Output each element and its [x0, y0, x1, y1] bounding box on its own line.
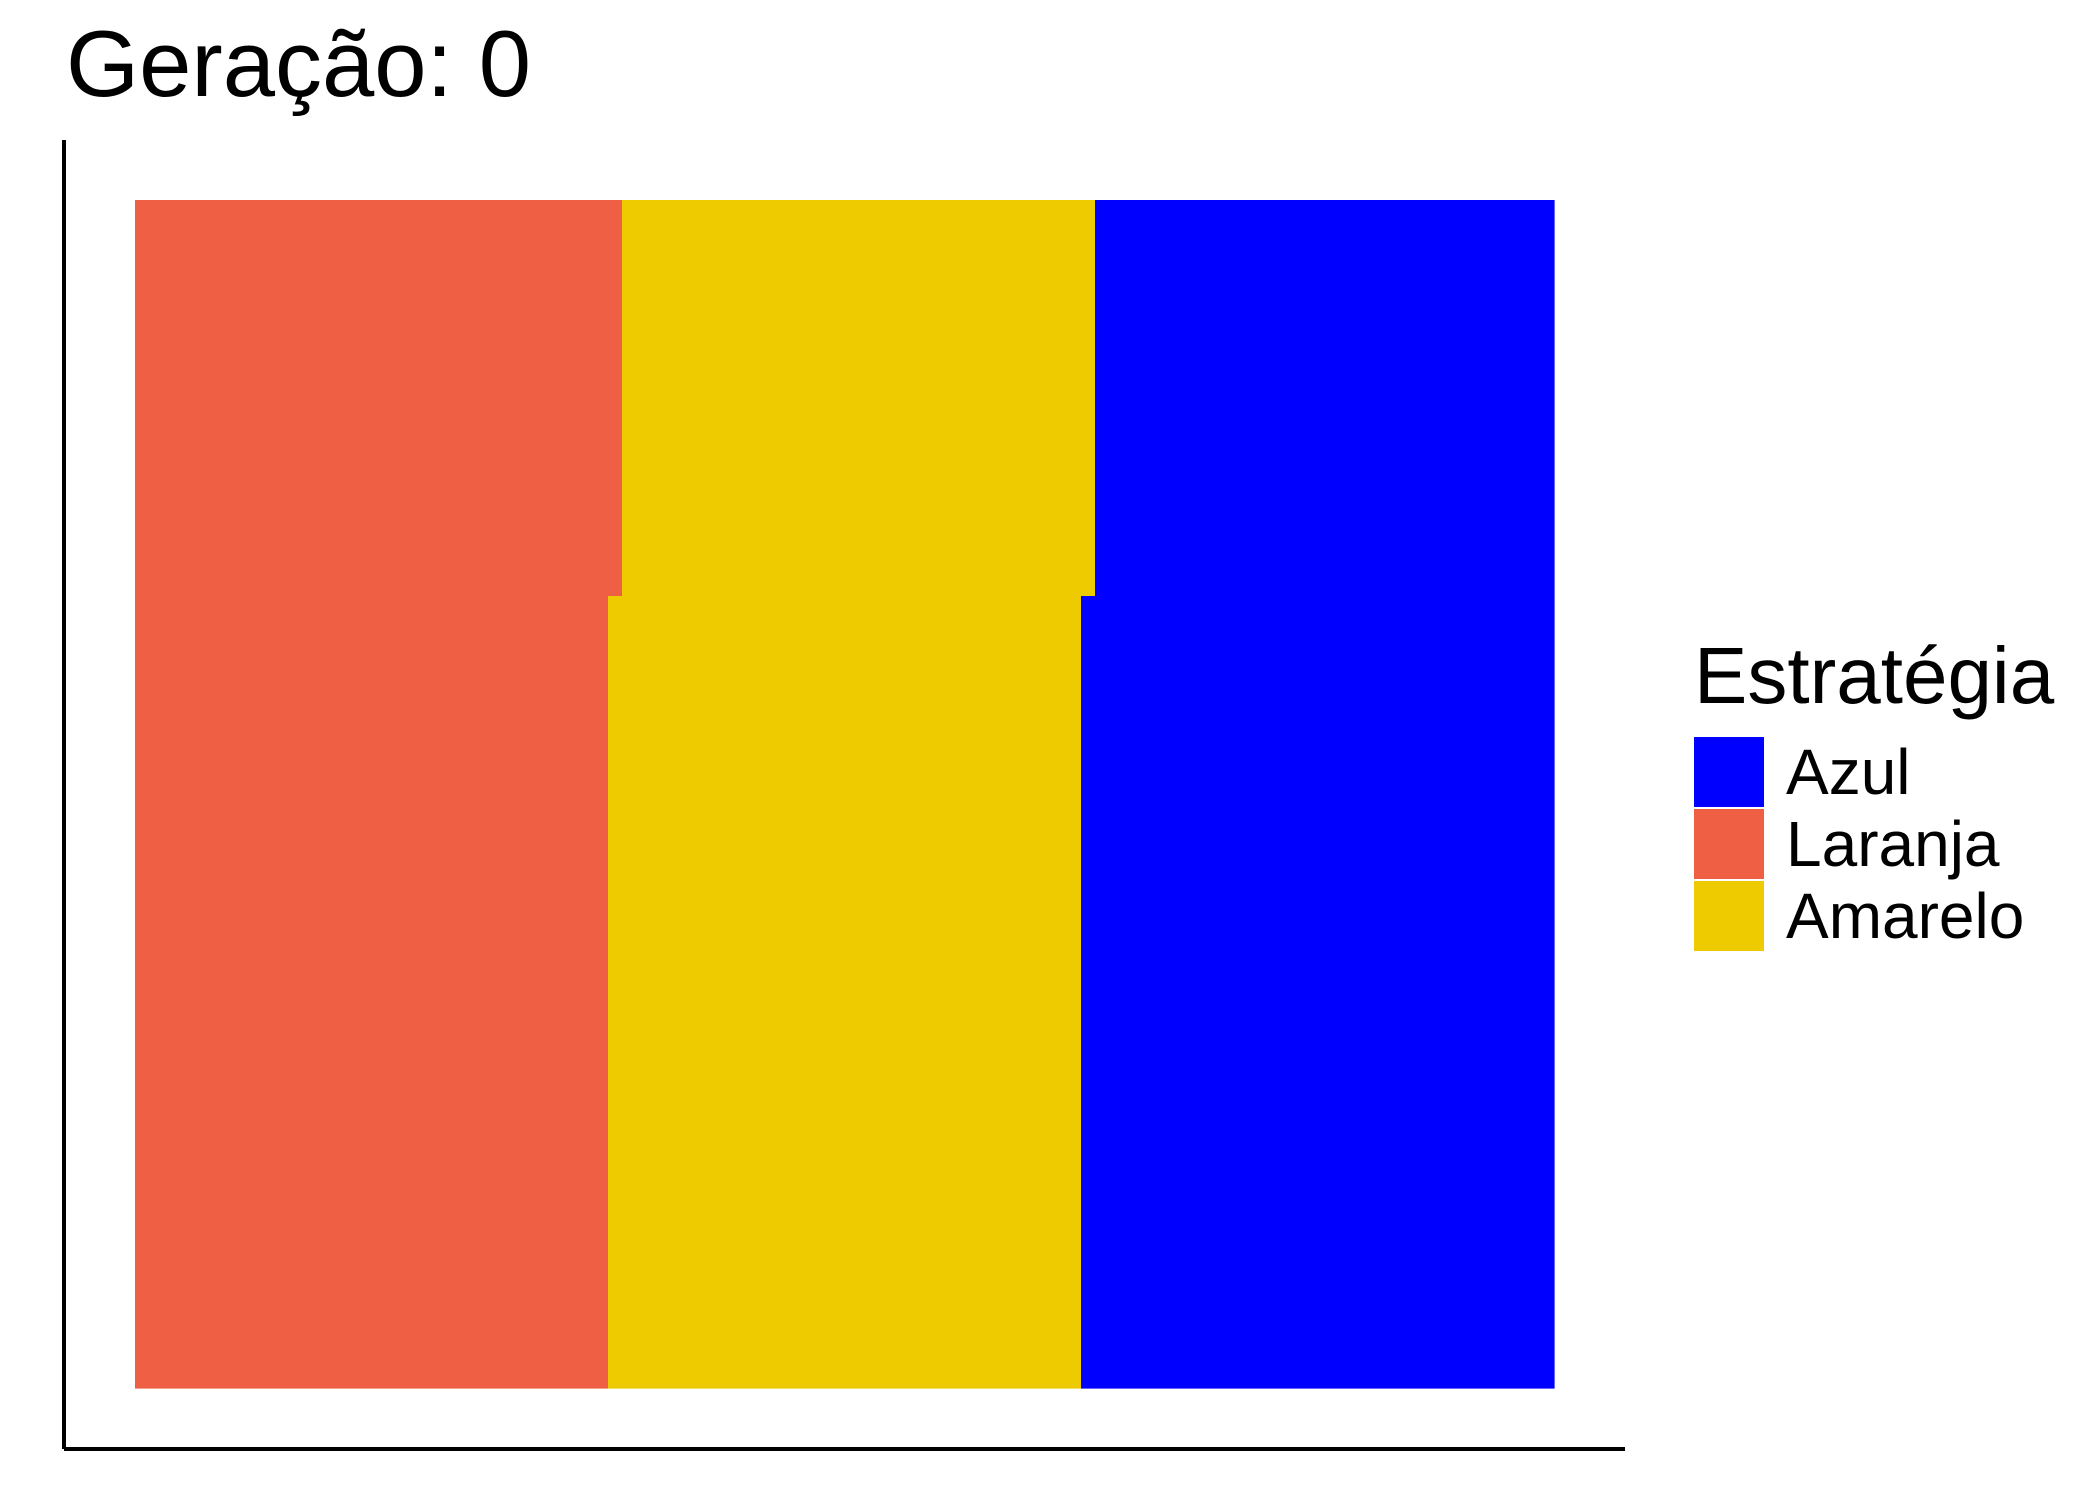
legend-label-amarelo: Amarelo: [1786, 880, 2024, 952]
grid-cell: [608, 596, 1082, 993]
legend-label-azul: Azul: [1786, 736, 1911, 808]
legend-label-laranja: Laranja: [1786, 808, 2000, 880]
grid-cell: [608, 992, 1082, 1389]
grid-cell: [135, 200, 623, 597]
grid-cell: [1081, 992, 1555, 1389]
grid-cell: [135, 596, 609, 993]
grid-cells: [135, 200, 1555, 1389]
legend-key-azul: [1694, 737, 1764, 807]
legend-title: Estratégia: [1694, 631, 2055, 720]
chart-title: Geração: 0: [66, 11, 531, 116]
grid-cell: [1081, 596, 1555, 993]
grid-cell: [1095, 200, 1555, 597]
grid-cell: [135, 992, 609, 1389]
legend-key-amarelo: [1694, 881, 1764, 951]
grid-cell: [622, 200, 1096, 597]
legend-key-laranja: [1694, 809, 1764, 879]
